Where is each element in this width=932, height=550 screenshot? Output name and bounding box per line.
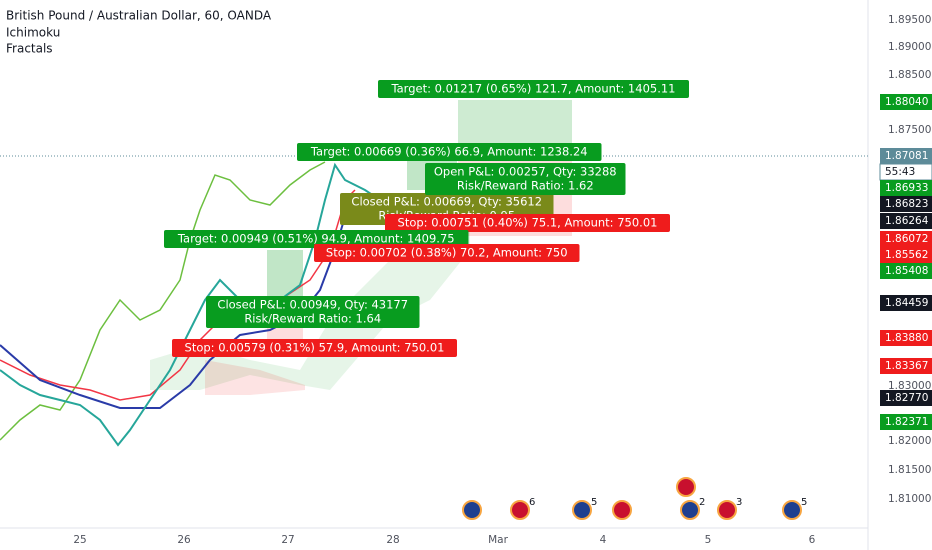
price-label: 1.81500 [888, 464, 931, 476]
event-count: 3 [736, 497, 742, 508]
price-tag-text: 55:43 [885, 166, 915, 178]
price-label: 1.81000 [888, 493, 931, 505]
price-tag-text: 1.83367 [885, 360, 928, 372]
price-tag [880, 94, 932, 110]
trade-label-text: Target: 0.00669 (0.36%) 66.9, Amount: 12… [310, 145, 588, 159]
price-tag [880, 213, 932, 229]
price-tag [880, 180, 932, 196]
trade-label-text: Risk/Reward Ratio: 1.62 [457, 179, 594, 193]
price-label: 1.82000 [888, 435, 931, 447]
price-tag-text: 1.87081 [885, 150, 928, 162]
base-line [0, 199, 351, 409]
trade-label-text: Stop: 0.00579 (0.31%) 57.9, Amount: 750.… [185, 341, 445, 355]
price-tag [880, 295, 932, 311]
price-tag [880, 196, 932, 212]
event-count: 5 [801, 497, 807, 508]
time-label: 25 [73, 534, 86, 546]
price-tag [880, 330, 932, 346]
trade-label-box [297, 143, 602, 161]
indicator-name: Ichimoku [6, 26, 60, 40]
price-tag [880, 247, 932, 263]
price-tag [880, 231, 932, 247]
price-tag-text: 1.84459 [885, 297, 928, 309]
trade-label: Target: 0.00669 (0.36%) 66.9, Amount: 12… [297, 143, 602, 161]
trade-label-text: Stop: 0.00702 (0.38%) 70.2, Amount: 750 [326, 246, 568, 260]
price-tag [880, 414, 932, 430]
price-tag-text: 1.85562 [885, 249, 928, 261]
event-count: 2 [699, 497, 705, 508]
trade-label-text: Open P&L: 0.00257, Qty: 33288 [434, 165, 617, 179]
price-path [0, 162, 381, 447]
trade-label-box [314, 244, 580, 262]
price-tag-text: 1.83880 [885, 332, 928, 344]
trade-label-text: Target: 0.00949 (0.51%) 94.9, Amount: 14… [177, 232, 455, 246]
time-label: 28 [386, 534, 399, 546]
price-label: 1.88500 [888, 69, 931, 81]
event-icon [572, 500, 592, 520]
trade-label-text: Stop: 0.00751 (0.40%) 75.1, Amount: 750.… [398, 216, 658, 230]
trade-label-box [164, 230, 469, 248]
chart-title: British Pound / Australian Dollar, 60, O… [6, 9, 272, 23]
time-label: 6 [809, 534, 816, 546]
price-label: 1.89500 [888, 14, 931, 26]
trade-label: Target: 0.01217 (0.65%) 121.7, Amount: 1… [378, 80, 689, 98]
price-tag-text: 1.86933 [885, 182, 928, 194]
trade-label-text: Closed P&L: 0.00669, Qty: 35612 [351, 195, 542, 209]
price-tag [880, 390, 932, 406]
price-tag-text: 1.88040 [885, 96, 928, 108]
price-tag [880, 148, 932, 164]
trade-label: Target: 0.00949 (0.51%) 94.9, Amount: 14… [164, 230, 469, 248]
price-tag-text: 1.86072 [885, 233, 928, 245]
event-icon [510, 500, 530, 520]
price-tag [880, 358, 932, 374]
price-label: 1.89000 [888, 41, 931, 53]
time-label: 4 [600, 534, 607, 546]
cloud [205, 360, 305, 395]
trade-label-box [206, 296, 420, 328]
time-label: 27 [281, 534, 294, 546]
time-label: Mar [488, 534, 508, 546]
event-count: 6 [529, 497, 535, 508]
event-icon [612, 500, 632, 520]
time-label: 5 [705, 534, 712, 546]
event-icon [676, 477, 696, 497]
trade-label-box [385, 214, 670, 232]
price-label: 1.83000 [888, 380, 931, 392]
trade-label-text: Risk/Reward Ratio: 1.64 [244, 312, 381, 326]
trade-label-box [172, 339, 457, 357]
indicator-name: Fractals [6, 42, 53, 56]
price-tag-text: 1.82371 [885, 416, 928, 428]
price-tag [880, 263, 932, 279]
time-label: 26 [177, 534, 191, 546]
event-icon [462, 500, 482, 520]
event-icon [680, 500, 700, 520]
event-count: 5 [591, 497, 597, 508]
price-tag-text: 1.85408 [885, 265, 928, 277]
event-icon [782, 500, 802, 520]
trade-label: Closed P&L: 0.00949, Qty: 43177Risk/Rewa… [206, 296, 420, 328]
trade-label-text: Closed P&L: 0.00949, Qty: 43177 [217, 298, 408, 312]
trade-label: Stop: 0.00702 (0.38%) 70.2, Amount: 750 [314, 244, 580, 262]
trade-label-box [425, 163, 626, 195]
price-tag-text: 1.86264 [885, 215, 929, 227]
trade-label-box [378, 80, 689, 98]
price-tag-text: 1.82770 [885, 392, 928, 404]
trade-label: Open P&L: 0.00257, Qty: 33288Risk/Reward… [425, 163, 626, 195]
price-tag-text: 1.86823 [885, 198, 928, 210]
trade-label-text: Target: 0.01217 (0.65%) 121.7, Amount: 1… [391, 82, 676, 96]
price-label: 1.87500 [888, 124, 931, 136]
event-icon [717, 500, 737, 520]
trade-label: Stop: 0.00751 (0.40%) 75.1, Amount: 750.… [385, 214, 670, 232]
trade-label: Stop: 0.00579 (0.31%) 57.9, Amount: 750.… [172, 339, 457, 357]
lagging-span [0, 161, 326, 441]
cloud [150, 190, 470, 390]
